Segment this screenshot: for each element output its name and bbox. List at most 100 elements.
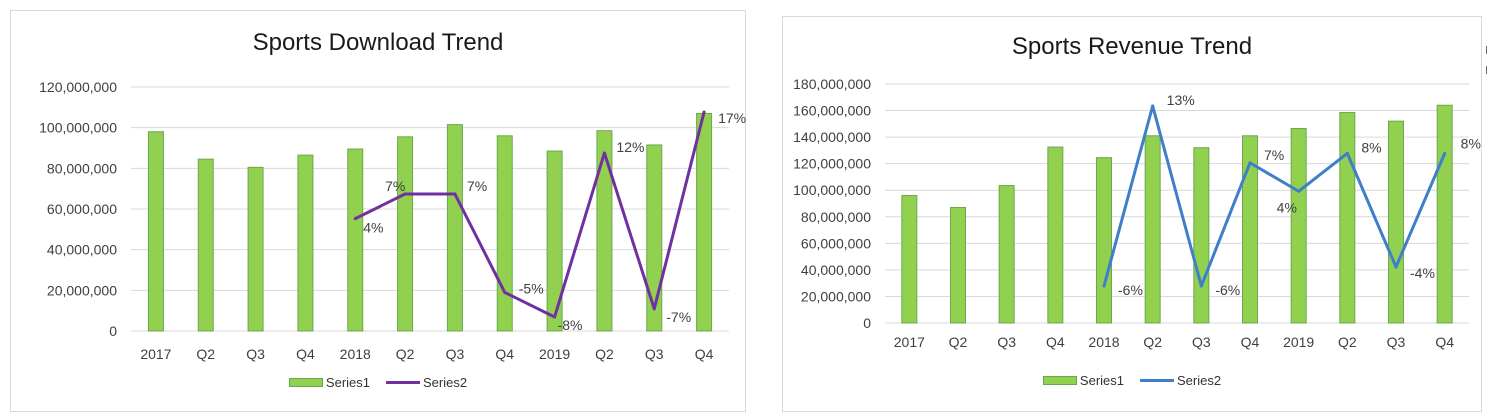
revenue-trend-plot: 0 20,000,000 40,000,000 60,000,000 80,000,00… [793,76,1481,350]
line-point [1345,151,1349,155]
bar [696,112,713,332]
x-tick-label: Q2 [396,346,415,362]
x-tick-label: Q3 [997,334,1016,350]
y-tick-label: 140,000,000 [793,129,871,145]
x-tick-label: Q2 [1143,334,1162,350]
x-tick-label: Q2 [595,346,614,362]
revenue-trend-chart: Sports Revenue Trend 0 20,000,000 40,000,0… [782,16,1482,412]
bar [147,131,164,332]
y-tick-label: 60,000,000 [47,201,117,217]
x-tick-label: Q2 [949,334,968,350]
data-label: 13% [1167,92,1195,108]
y-tick-label: 0 [863,315,871,331]
line-swatch-icon [1140,379,1174,382]
legend-item-series1: Series1 [1042,373,1124,388]
series-line [354,111,706,319]
bar [347,148,364,332]
legend-label: Series1 [325,375,370,390]
bar [1242,135,1258,324]
download-trend-chart: Sports Download Trend 0 20,000,000 40,000,… [10,10,746,412]
series-line [1102,104,1447,288]
data-label: -5% [519,280,544,296]
data-label: 4% [363,220,383,236]
y-tick-label: 120,000,000 [39,79,117,95]
y-tick-label: 0 [109,323,117,339]
x-tick-label: Q4 [1435,334,1454,350]
line-point [652,307,656,311]
edge-tick-mark [1486,66,1487,74]
bar [546,150,563,332]
data-label: -8% [558,317,583,333]
bar [1047,146,1064,324]
x-tick-label: Q4 [296,346,315,362]
x-tick-label: 2019 [1283,334,1314,350]
line-point [1297,189,1301,193]
chart-title: Sports Revenue Trend [1011,33,1253,60]
bar [1339,112,1356,324]
x-tick-label: 2019 [539,346,570,362]
data-label: 7% [385,178,405,194]
line-point [602,151,606,155]
x-tick-label: Q3 [246,346,265,362]
x-tick-label: 2017 [894,334,925,350]
bar-swatch-icon [1042,376,1077,385]
chart-legend: Series1 Series2 [11,375,745,390]
y-tick-label: 40,000,000 [801,262,871,278]
y-tick-label: 20,000,000 [47,282,117,298]
bar [1096,157,1112,324]
legend-label: Series2 [1177,373,1222,388]
bar [1436,104,1453,324]
x-tick-label: Q3 [446,346,465,362]
x-tick-label: Q3 [1192,334,1211,350]
x-tick-label: Q2 [196,346,215,362]
bar [397,136,414,332]
x-tick-label: Q2 [1338,334,1357,350]
bar [901,195,918,324]
line-point [702,110,706,114]
bar [247,166,264,332]
bar [646,144,663,332]
bar-swatch-icon [288,378,323,387]
y-tick-label: 160,000,000 [793,103,871,119]
line-point [453,192,457,196]
data-label: 7% [1264,147,1284,163]
bar [197,158,214,332]
legend-item-series1: Series1 [288,375,370,390]
y-tick-label: 100,000,000 [793,182,871,198]
x-tick-label: Q4 [695,346,714,362]
y-tick-label: 40,000,000 [47,242,117,258]
data-label: -6% [1215,282,1240,298]
chart-legend: Series1 Series2 [783,373,1481,388]
data-label: 8% [1361,139,1381,155]
y-tick-label: 60,000,000 [801,235,871,251]
x-tick-label: Q4 [1241,334,1260,350]
bar [1388,120,1404,324]
download-trend-plot: 0 20,000,000 40,000,000 60,000,000 80,000,00… [39,79,746,362]
x-tick-label: 2018 [340,346,371,362]
data-label: 12% [616,139,644,155]
bar [596,130,613,332]
bar [1290,127,1307,324]
data-label: 8% [1461,135,1481,151]
line-point [1443,151,1447,155]
bar [297,154,314,332]
legend-label: Series2 [423,375,468,390]
line-point [1394,265,1398,269]
x-tick-label: Q3 [645,346,664,362]
line-point [1102,284,1106,288]
bar [998,185,1015,324]
y-tick-label: 100,000,000 [39,120,117,136]
data-label: 7% [467,178,487,194]
bar [1193,147,1210,324]
x-tick-label: Q4 [1046,334,1065,350]
y-tick-label: 120,000,000 [793,156,871,172]
line-point [403,192,407,196]
legend-item-series2: Series2 [386,375,467,390]
y-tick-label: 180,000,000 [793,76,871,92]
y-tick-label: 80,000,000 [47,160,117,176]
x-tick-label: 2017 [140,346,171,362]
edge-tick-mark [1486,46,1487,54]
legend-item-series2: Series2 [1140,373,1221,388]
y-tick-label: 80,000,000 [801,209,871,225]
line-swatch-icon [386,381,420,384]
